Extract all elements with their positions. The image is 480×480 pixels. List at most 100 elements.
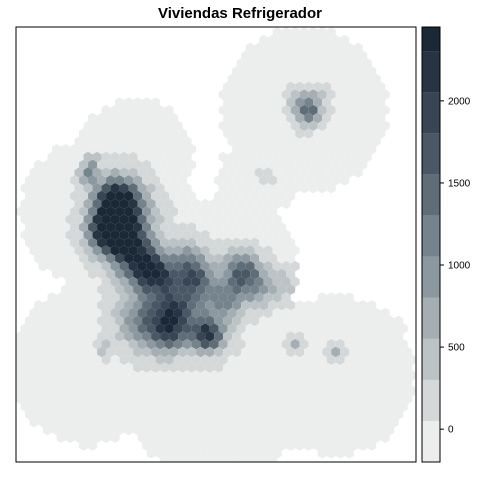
hex-cell (326, 58, 336, 69)
hex-cell (277, 284, 287, 295)
hex-cell (353, 73, 363, 85)
hex-cell (110, 105, 120, 116)
hex-cell (272, 183, 282, 194)
hex-cell (47, 183, 57, 194)
hex-cell (88, 237, 98, 248)
hex-cell (317, 370, 327, 381)
hex-cell (110, 432, 120, 443)
hex-cell (367, 440, 377, 451)
hex-cell (331, 378, 341, 389)
hex-cell (254, 136, 264, 147)
hex-cell (106, 222, 116, 233)
hex-cell (119, 261, 129, 272)
hex-cell (227, 105, 237, 116)
hex-cell (38, 385, 48, 397)
hex-cell (137, 323, 147, 334)
hex-cell (205, 237, 215, 248)
hex-cell (178, 424, 188, 436)
hex-cell (362, 307, 372, 319)
hex-cell (263, 261, 273, 272)
hex-cell (227, 354, 237, 365)
hex-cell (290, 354, 300, 365)
hex-cell (398, 354, 408, 365)
hex-cell (70, 393, 80, 404)
hex-cell (245, 42, 255, 53)
hex-cell (254, 276, 264, 287)
hex-cell (286, 331, 296, 342)
hex-cell (133, 97, 143, 108)
hex-cell (236, 183, 246, 194)
hex-cell (178, 190, 188, 202)
hex-cell (119, 229, 129, 241)
hex-cell (47, 370, 57, 381)
hex-cell (290, 245, 300, 256)
hex-cell (115, 284, 125, 295)
hex-cell (124, 300, 134, 311)
hex-cell (317, 42, 327, 53)
hex-cell (331, 331, 341, 342)
hex-cell (173, 432, 183, 443)
hex-cell (65, 292, 75, 303)
hex-cell (137, 261, 147, 272)
hex-cell (196, 315, 206, 326)
hex-cell (322, 144, 332, 155)
hex-cell (74, 401, 84, 412)
hex-cell (209, 385, 219, 397)
hex-cell (110, 261, 120, 272)
hex-cell (241, 440, 251, 451)
hex-cell (38, 323, 48, 334)
hex-cell (313, 128, 323, 139)
hex-cell (335, 136, 345, 147)
hex-cell (70, 190, 80, 202)
hex-cell (97, 206, 107, 217)
hex-cell (151, 159, 161, 170)
hex-cell (295, 331, 305, 342)
hex-cell (160, 362, 170, 373)
hex-cell (128, 120, 138, 131)
hex-cell (106, 409, 116, 420)
hex-cell (272, 120, 282, 131)
hex-cell (34, 159, 44, 170)
hex-cell (151, 440, 161, 451)
hex-cell (281, 417, 291, 428)
hex-cell (128, 276, 138, 287)
hex-cell (128, 105, 138, 116)
hex-cell (173, 354, 183, 365)
hex-cell (344, 151, 354, 163)
hex-cell (88, 424, 98, 436)
hex-cell (326, 183, 336, 194)
hex-cell (218, 261, 228, 272)
hex-cell (218, 432, 228, 443)
hex-cell (331, 362, 341, 373)
hex-cell (124, 144, 134, 155)
hex-cell (272, 136, 282, 147)
hex-cell (56, 354, 66, 365)
hex-cell (349, 393, 359, 404)
hex-cell (164, 261, 174, 272)
legend-bin-6 (422, 174, 440, 216)
hex-cell (47, 214, 57, 225)
hex-cell (295, 144, 305, 155)
hex-cell (173, 214, 183, 225)
hex-cell (115, 222, 125, 233)
hex-cell (133, 253, 143, 264)
hex-cell (286, 237, 296, 248)
hex-cell (43, 206, 53, 217)
hex-cell (322, 346, 332, 358)
hex-cell (272, 323, 282, 334)
hex-cell (115, 253, 125, 264)
hex-cell (79, 268, 89, 280)
hex-cell (371, 136, 381, 147)
hex-cell (187, 424, 197, 436)
hex-cell (20, 323, 30, 334)
hex-cell (232, 424, 242, 436)
hex-cell (191, 370, 201, 381)
hex-cell (110, 417, 120, 428)
hex-cell (187, 159, 197, 170)
hex-cell (313, 362, 323, 373)
hex-cell (259, 378, 269, 389)
hex-cell (20, 198, 30, 209)
hex-cell (196, 331, 206, 342)
hex-cell (52, 424, 62, 436)
hex-cell (227, 229, 237, 241)
